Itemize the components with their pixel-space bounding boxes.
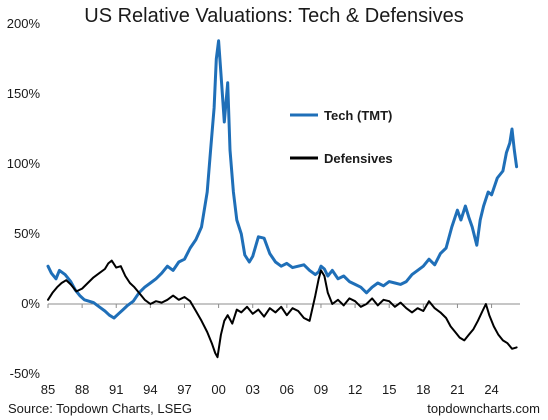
chart-title: US Relative Valuations: Tech & Defensive… — [84, 5, 463, 27]
x-tick-label: 24 — [484, 382, 498, 397]
legend-label-tech: Tech (TMT) — [324, 108, 392, 123]
y-axis: 200% 150% 100% 50% 0% -50% — [7, 16, 41, 381]
x-tick-label: 21 — [450, 382, 464, 397]
series-line-defensives — [47, 259, 518, 359]
x-tick-label: 97 — [177, 382, 191, 397]
x-tick-label: 18 — [416, 382, 430, 397]
x-axis: 85 88 91 94 97 00 03 06 09 12 15 18 21 24 — [41, 304, 499, 397]
x-tick-label: 00 — [211, 382, 225, 397]
y-tick-label: -50% — [10, 366, 41, 381]
x-tick-label: 91 — [109, 382, 123, 397]
x-tick-label: 15 — [382, 382, 396, 397]
y-tick-label: 100% — [7, 156, 41, 171]
source-note: Source: Topdown Charts, LSEG — [8, 401, 192, 416]
series-line-tech — [46, 39, 519, 320]
legend: Tech (TMT) Defensives — [290, 108, 393, 166]
x-tick-label: 09 — [314, 382, 328, 397]
watermark: topdowncharts.com — [427, 401, 540, 416]
x-tick-label: 85 — [41, 382, 55, 397]
x-tick-label: 06 — [280, 382, 294, 397]
y-tick-label: 150% — [7, 86, 41, 101]
y-tick-label: 200% — [7, 16, 41, 31]
x-tick-label: 88 — [75, 382, 89, 397]
y-tick-label: 0% — [21, 296, 40, 311]
x-tick-label: 03 — [245, 382, 259, 397]
x-tick-label: 94 — [143, 382, 157, 397]
y-tick-label: 50% — [14, 226, 40, 241]
legend-label-defensives: Defensives — [324, 151, 393, 166]
x-tick-label: 12 — [348, 382, 362, 397]
